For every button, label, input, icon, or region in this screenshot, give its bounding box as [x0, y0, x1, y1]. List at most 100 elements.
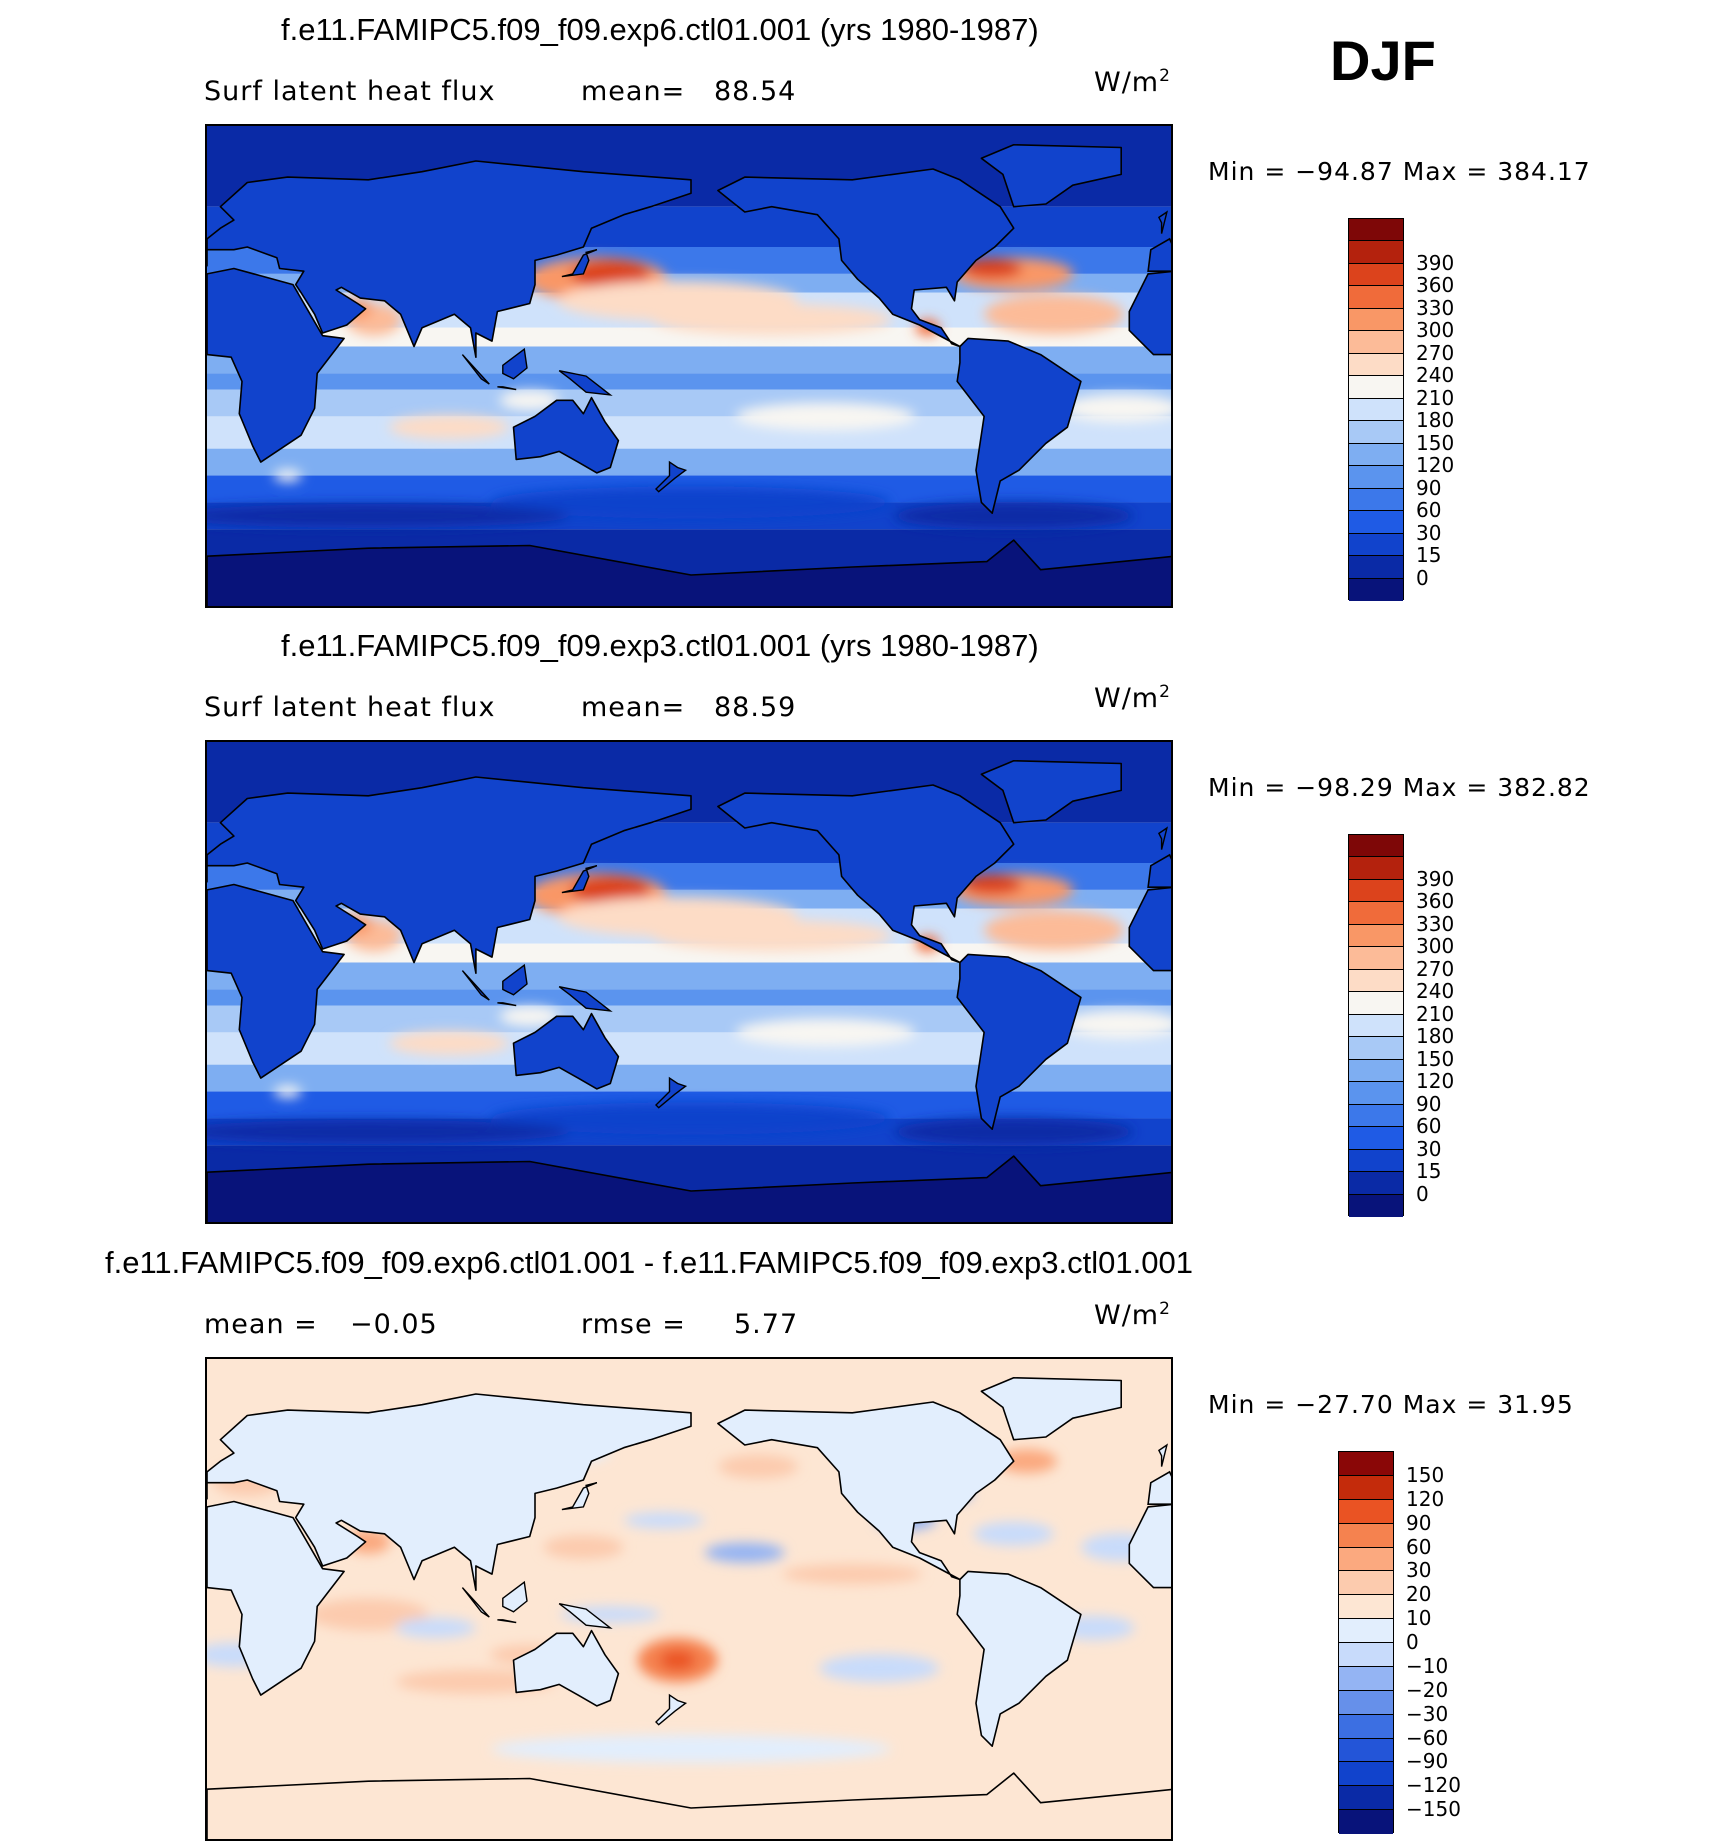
- colorbar-tick-label: 210: [1416, 385, 1455, 410]
- colorbar-tick-label: −150: [1406, 1797, 1461, 1822]
- colorbar-tick-label: 60: [1416, 498, 1442, 523]
- continent-outline: [1147, 1470, 1171, 1505]
- continent-outline: [207, 1500, 345, 1696]
- season-label: DJF: [1330, 29, 1436, 92]
- panel1-mean-label: mean=: [581, 76, 686, 107]
- island-outline: [561, 249, 598, 278]
- colorbar-tick-label: 30: [1406, 1558, 1432, 1583]
- continent-outline: [512, 1012, 620, 1090]
- colorbar-swatch: [1339, 1643, 1393, 1667]
- continent-outline: [512, 396, 620, 474]
- colorbar-tick-label: 15: [1416, 543, 1442, 568]
- panel2-mean-label: mean=: [581, 692, 686, 723]
- continent-outline: [1147, 237, 1171, 272]
- colorbar-swatch: [1349, 219, 1403, 242]
- map-field: [207, 126, 1171, 606]
- colorbar-tick-label: 360: [1416, 273, 1455, 298]
- colorbar-tick-label: 0: [1416, 565, 1429, 590]
- island-outline: [558, 986, 613, 1012]
- panel2-variable-label: Surf latent heat flux: [204, 692, 496, 723]
- colorbar-tick-label: 240: [1416, 979, 1455, 1004]
- colorbar-tick-label: 60: [1416, 1114, 1442, 1139]
- colorbar-tick-label: −60: [1406, 1725, 1449, 1750]
- colorbar-tick-label: 120: [1406, 1486, 1445, 1511]
- colorbar-tick-label: −10: [1406, 1653, 1449, 1678]
- panel1-variable-label: Surf latent heat flux: [204, 76, 496, 107]
- island-outline: [561, 865, 598, 894]
- continent-outline: [956, 1570, 1082, 1747]
- colorbar-tick-label: 60: [1406, 1534, 1432, 1559]
- panel3-mean-value: −0.05: [350, 1309, 438, 1340]
- colorbar-swatch: [1349, 1082, 1403, 1105]
- panel3-colorbar: 150 120 90 60 30 20 10 0 −10 −20 −30 −60 −90 −120 −150: [1338, 1451, 1468, 1834]
- continent-outline: [980, 1377, 1122, 1441]
- continent-outline: [207, 1393, 692, 1591]
- colorbar-swatch: [1349, 857, 1403, 880]
- island-outline: [558, 370, 613, 396]
- panel3-mean-label: mean =: [204, 1309, 318, 1340]
- colorbar-swatch: [1349, 353, 1403, 377]
- continent-outline: [207, 883, 345, 1079]
- panel2-map: [205, 740, 1173, 1224]
- colorbar-tick-label: 360: [1416, 889, 1455, 914]
- colorbar-swatch: [1339, 1714, 1393, 1739]
- colorbar-tick-label: 330: [1416, 911, 1455, 936]
- colorbar-swatch: [1349, 376, 1403, 399]
- continent-outline: [207, 1155, 1171, 1222]
- island-outline: [502, 1580, 528, 1613]
- map-field: [207, 1359, 1171, 1839]
- colorbar-swatch: [1339, 1762, 1393, 1787]
- colorbar-tick-label: 180: [1416, 408, 1455, 433]
- island-outline: [497, 386, 517, 391]
- colorbar-tick-label: 180: [1416, 1024, 1455, 1049]
- colorbar-tick-label: −30: [1406, 1701, 1449, 1726]
- colorbar-tick-label: 10: [1406, 1606, 1432, 1631]
- panel1-unit: W/m2: [1094, 66, 1171, 98]
- colorbar-tick-label: −20: [1406, 1677, 1449, 1702]
- island-outline: [655, 1076, 688, 1109]
- colorbar-tick-label: −120: [1406, 1773, 1461, 1798]
- continent-outline: [1128, 1503, 1171, 1589]
- colorbar-tick-label: 90: [1416, 1091, 1442, 1116]
- colorbar-swatches: [1348, 218, 1404, 601]
- colorbar-tick-label: 0: [1406, 1630, 1419, 1654]
- continent-outline: [207, 267, 345, 463]
- colorbar-swatch: [1349, 263, 1403, 287]
- colorbar-swatch: [1349, 308, 1403, 332]
- colorbar-swatch: [1339, 1475, 1393, 1500]
- colorbar-tick-label: 30: [1416, 1136, 1442, 1161]
- continent-outline: [980, 760, 1122, 824]
- island-outline: [497, 1619, 517, 1624]
- island-outline: [461, 1587, 490, 1618]
- colorbar-swatch: [1349, 488, 1403, 512]
- continent-outline: [1147, 853, 1171, 888]
- panel1-title: f.e11.FAMIPC5.f09_f09.exp6.ctl01.001 (yr…: [281, 12, 1039, 47]
- colorbar-swatch: [1349, 556, 1403, 579]
- island-outline: [1157, 1443, 1169, 1467]
- colorbar-swatch: [1349, 902, 1403, 925]
- colorbar-tick-label: 20: [1406, 1582, 1432, 1607]
- colorbar-swatches: [1348, 834, 1404, 1217]
- colorbar-tick-label: 210: [1416, 1001, 1455, 1026]
- colorbar-swatch: [1349, 924, 1403, 948]
- panel3-unit: W/m2: [1094, 1299, 1171, 1331]
- panel3-rmse-label: rmse =: [581, 1309, 686, 1340]
- colorbar-tick-label: 390: [1416, 250, 1455, 275]
- colorbar-swatch: [1339, 1499, 1393, 1524]
- colorbar-swatch: [1349, 992, 1403, 1015]
- colorbar-swatch: [1349, 969, 1403, 993]
- continent-outline: [956, 337, 1082, 514]
- colorbar-swatch: [1339, 1571, 1393, 1596]
- colorbar-tick-label: 150: [1416, 1046, 1455, 1071]
- island-outline: [655, 460, 688, 493]
- continent-outline: [980, 144, 1122, 208]
- colorbar-swatches: [1338, 1451, 1394, 1834]
- continent-outline: [1128, 270, 1171, 356]
- colorbar-swatch: [1349, 331, 1403, 354]
- colorbar-tick-label: 150: [1406, 1462, 1445, 1487]
- colorbar-swatch: [1349, 1127, 1403, 1150]
- island-outline: [1157, 826, 1169, 850]
- colorbar-tick-label: −90: [1406, 1749, 1449, 1774]
- panel1-map: [205, 124, 1173, 608]
- colorbar-swatch: [1349, 1014, 1403, 1038]
